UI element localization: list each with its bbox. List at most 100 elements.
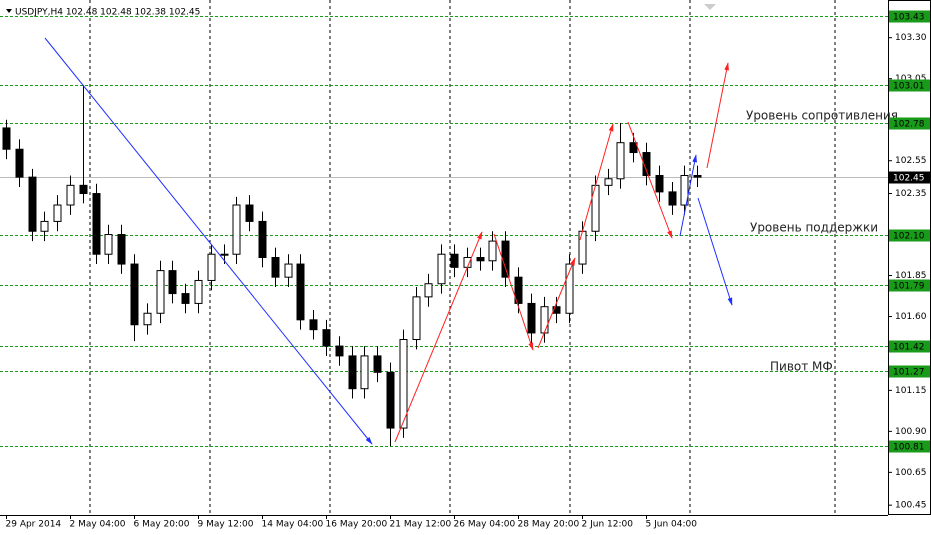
level-label-box bbox=[889, 10, 930, 23]
candle-body bbox=[207, 253, 216, 281]
y-tick-label: 102.35 bbox=[895, 189, 927, 199]
candle-body bbox=[386, 371, 395, 429]
candle-body bbox=[591, 184, 600, 232]
annotation: Пивот МФ bbox=[770, 360, 833, 374]
candle-body bbox=[181, 293, 190, 304]
candle-body bbox=[104, 234, 113, 255]
candle-body bbox=[642, 152, 651, 176]
annotation: Уровень сопротивления bbox=[746, 109, 898, 123]
candle-body bbox=[232, 204, 241, 255]
candle-body bbox=[514, 276, 523, 304]
candle-body bbox=[322, 329, 331, 347]
candle-body bbox=[399, 339, 408, 429]
candle-body bbox=[117, 234, 126, 265]
y-tick-label: 100.45 bbox=[895, 501, 927, 511]
candle-body bbox=[360, 355, 369, 390]
candle-body bbox=[437, 253, 446, 285]
candle-body bbox=[348, 355, 357, 390]
candle-body bbox=[53, 204, 62, 222]
x-tick-label: 21 May 12:00 bbox=[390, 520, 452, 530]
level-label-box bbox=[889, 229, 930, 242]
x-tick-label: 6 May 20:00 bbox=[134, 520, 190, 530]
x-tick-label: 9 May 12:00 bbox=[198, 520, 254, 530]
candle-body bbox=[412, 296, 421, 341]
candle-body bbox=[450, 253, 459, 268]
candle-body bbox=[309, 319, 318, 331]
candle-body bbox=[693, 174, 702, 178]
level-label-box bbox=[889, 365, 930, 378]
y-tick-label: 101.15 bbox=[895, 386, 927, 396]
x-tick-label: 2 Jun 12:00 bbox=[582, 520, 634, 530]
candle-body bbox=[476, 257, 485, 262]
level-label: 103.01 bbox=[893, 82, 925, 92]
candle-body bbox=[28, 176, 37, 232]
x-tick-label: 16 May 20:00 bbox=[326, 520, 388, 530]
candle-body bbox=[2, 127, 11, 150]
candle-body bbox=[220, 253, 229, 256]
y-tick-label: 101.60 bbox=[895, 312, 927, 322]
level-label-box bbox=[889, 117, 930, 130]
level-label: 102.10 bbox=[893, 232, 925, 242]
level-label: 102.78 bbox=[893, 120, 925, 130]
trend-arrows bbox=[44, 37, 733, 445]
candle-body bbox=[271, 257, 280, 278]
candle-body bbox=[143, 312, 152, 326]
candle-body bbox=[424, 283, 433, 298]
candle-body bbox=[258, 220, 267, 258]
y-tick-label: 103.30 bbox=[895, 33, 927, 43]
scroll-marker bbox=[704, 4, 716, 10]
level-label: 101.79 bbox=[893, 282, 925, 292]
level-label: 100.81 bbox=[893, 443, 925, 453]
axis-labels: 103.30 103.05 102.55 102.35 101.85 101.60 101.… bbox=[6, 10, 930, 530]
candle-body bbox=[668, 191, 677, 206]
candle-body bbox=[373, 355, 382, 373]
candle-body bbox=[194, 279, 203, 304]
level-label-box bbox=[889, 340, 930, 353]
candle-body bbox=[540, 306, 549, 334]
candle-body bbox=[616, 142, 625, 180]
header-icon bbox=[6, 9, 12, 13]
y-tick-label: 103.05 bbox=[895, 74, 927, 84]
last-price-label: 102.45 bbox=[893, 174, 925, 184]
candle-body bbox=[527, 302, 536, 334]
x-tick-label: 28 May 20:00 bbox=[518, 520, 580, 530]
x-tick-label: 5 Jun 04:00 bbox=[646, 520, 698, 530]
level-label: 101.27 bbox=[893, 368, 925, 378]
level-label-box bbox=[889, 279, 930, 292]
y-tick-label: 102.55 bbox=[895, 156, 927, 166]
last-price-box bbox=[889, 171, 930, 184]
candle-body bbox=[296, 263, 305, 321]
y-tick-label: 100.65 bbox=[895, 468, 927, 478]
candle-body bbox=[66, 184, 75, 206]
candle-body bbox=[655, 174, 664, 193]
x-tick-label: 14 May 04:00 bbox=[262, 520, 324, 530]
candle-body bbox=[578, 230, 587, 265]
candle-body bbox=[40, 220, 49, 232]
y-tick-label: 100.90 bbox=[895, 427, 927, 437]
candle-body bbox=[680, 174, 689, 206]
candle-body bbox=[552, 306, 561, 314]
annotation: Уровень поддержки bbox=[750, 221, 878, 235]
candle-body bbox=[79, 184, 88, 195]
candle-body bbox=[284, 263, 293, 278]
candle-body bbox=[565, 263, 574, 314]
x-tick-label: 2 May 04:00 bbox=[70, 520, 126, 530]
levels bbox=[0, 16, 888, 447]
candle-body bbox=[168, 270, 177, 295]
candle-body bbox=[335, 345, 344, 357]
candle-body bbox=[488, 240, 497, 262]
level-label-box bbox=[889, 440, 930, 453]
level-label-box bbox=[889, 79, 930, 92]
candle-body bbox=[501, 240, 510, 278]
candle-body bbox=[15, 148, 24, 178]
candle-body bbox=[92, 193, 101, 255]
y-tick-label: 101.85 bbox=[895, 271, 927, 281]
x-tick-label: 29 Apr 2014 bbox=[6, 520, 62, 530]
candle-body bbox=[629, 142, 638, 154]
candle-body bbox=[156, 270, 165, 314]
chart-header: USDJPY,H4 102.48 102.48 102.38 102.45 bbox=[15, 8, 200, 18]
level-label: 101.42 bbox=[893, 343, 925, 353]
candle-body bbox=[130, 263, 139, 326]
candle-body bbox=[604, 178, 613, 186]
